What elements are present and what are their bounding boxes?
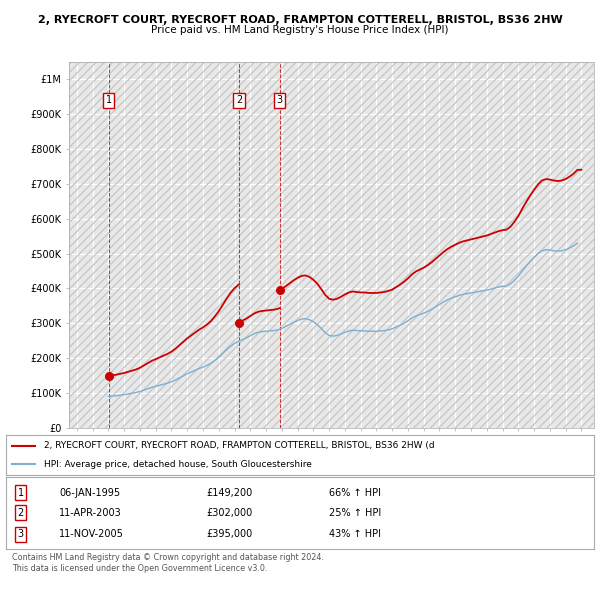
- Text: HPI: Average price, detached house, South Gloucestershire: HPI: Average price, detached house, Sout…: [44, 460, 312, 468]
- Text: 2: 2: [17, 508, 24, 517]
- Text: 25% ↑ HPI: 25% ↑ HPI: [329, 508, 382, 517]
- Text: 66% ↑ HPI: 66% ↑ HPI: [329, 487, 382, 497]
- Text: £395,000: £395,000: [206, 529, 252, 539]
- Text: 11-NOV-2005: 11-NOV-2005: [59, 529, 124, 539]
- Text: Contains HM Land Registry data © Crown copyright and database right 2024.
This d: Contains HM Land Registry data © Crown c…: [12, 553, 324, 573]
- Text: 3: 3: [17, 529, 24, 539]
- Text: 11-APR-2003: 11-APR-2003: [59, 508, 122, 517]
- Text: 2, RYECROFT COURT, RYECROFT ROAD, FRAMPTON COTTERELL, BRISTOL, BS36 2HW: 2, RYECROFT COURT, RYECROFT ROAD, FRAMPT…: [38, 15, 562, 25]
- Text: 43% ↑ HPI: 43% ↑ HPI: [329, 529, 382, 539]
- Text: 2: 2: [236, 95, 242, 105]
- Text: 1: 1: [106, 95, 112, 105]
- Text: £149,200: £149,200: [206, 487, 252, 497]
- Text: £302,000: £302,000: [206, 508, 252, 517]
- Text: Price paid vs. HM Land Registry's House Price Index (HPI): Price paid vs. HM Land Registry's House …: [151, 25, 449, 35]
- Text: 1: 1: [17, 487, 24, 497]
- Text: 06-JAN-1995: 06-JAN-1995: [59, 487, 120, 497]
- Text: 3: 3: [277, 95, 283, 105]
- Text: 2, RYECROFT COURT, RYECROFT ROAD, FRAMPTON COTTERELL, BRISTOL, BS36 2HW (d: 2, RYECROFT COURT, RYECROFT ROAD, FRAMPT…: [44, 441, 435, 450]
